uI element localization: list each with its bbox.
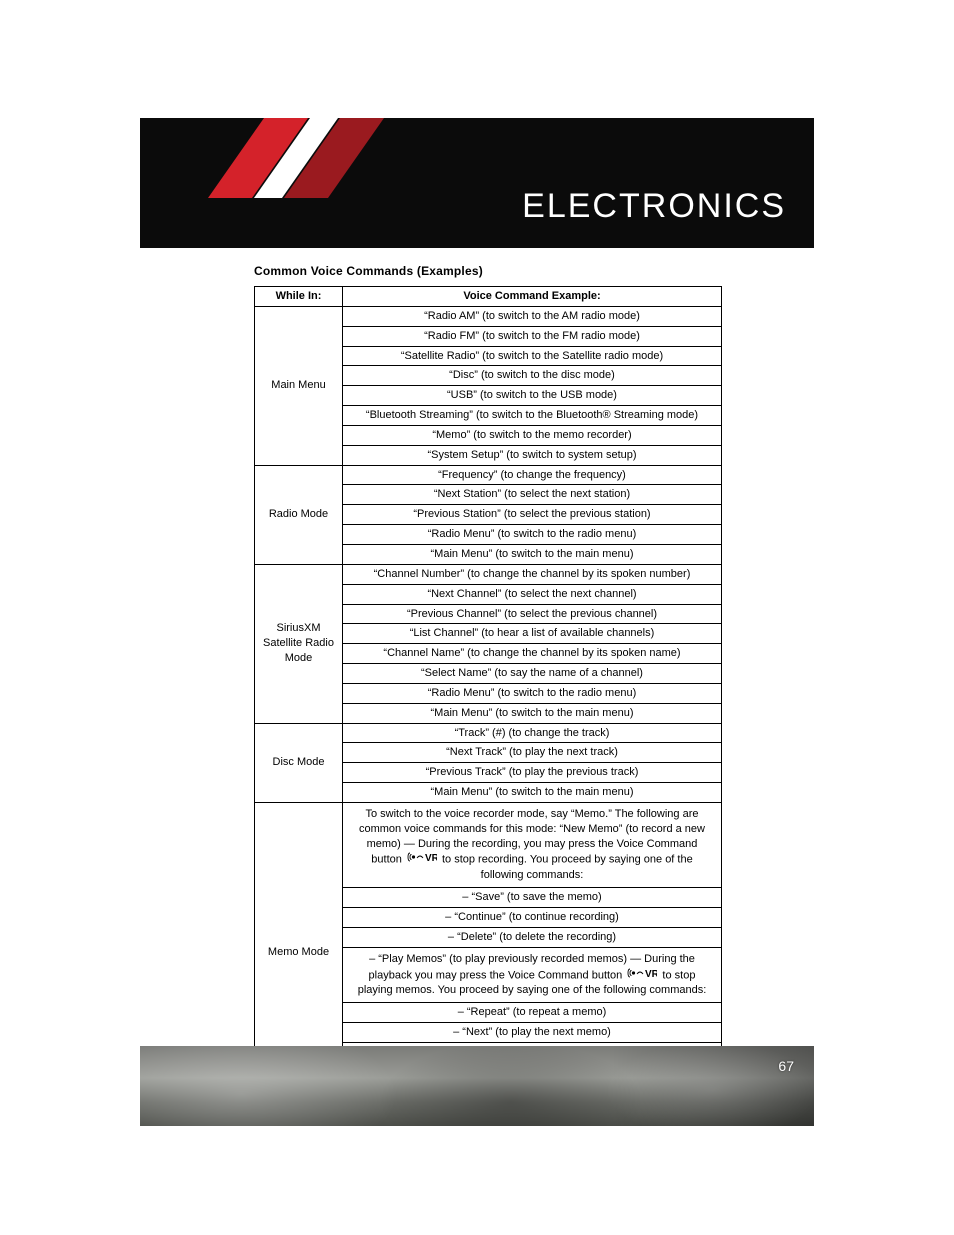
page-number: 67 [778,1058,794,1074]
command-cell: “Frequency” (to change the frequency) [343,465,722,485]
command-cell: “Radio Menu” (to switch to the radio men… [343,525,722,545]
mode-cell: Main Menu [255,306,343,465]
svg-text:VR: VR [645,969,657,979]
command-cell: “Main Menu” (to switch to the main menu) [343,783,722,803]
stripe-white [254,118,366,198]
command-cell: “Track” (#) (to change the track) [343,723,722,743]
vr-icon: VR [627,967,657,984]
command-cell: “Radio AM” (to switch to the AM radio mo… [343,306,722,326]
command-cell: “System Setup” (to switch to system setu… [343,445,722,465]
header-banner: ELECTRONICS [140,118,814,248]
command-cell: To switch to the voice recorder mode, sa… [343,802,722,887]
section-heading: Common Voice Commands (Examples) [254,264,722,278]
command-cell: “Main Menu” (to switch to the main menu) [343,544,722,564]
command-cell: “Next Station” (to select the next stati… [343,485,722,505]
command-cell: “Bluetooth Streaming” (to switch to the … [343,406,722,426]
command-cell: “Previous Track” (to play the previous t… [343,763,722,783]
command-cell: “Memo” (to switch to the memo recorder) [343,425,722,445]
footer-photo-band: 67 [140,1046,814,1126]
command-cell: “Previous Channel” (to select the previo… [343,604,722,624]
command-cell: “Previous Station” (to select the previo… [343,505,722,525]
table-row: Disc Mode“Track” (#) (to change the trac… [255,723,722,743]
command-cell: “USB” (to switch to the USB mode) [343,386,722,406]
command-cell: “Satellite Radio” (to switch to the Sate… [343,346,722,366]
command-cell: – “Delete” (to delete the recording) [343,927,722,947]
command-cell: “Next Track” (to play the next track) [343,743,722,763]
table-header-row: While In: Voice Command Example: [255,287,722,307]
command-cell: “Disc” (to switch to the disc mode) [343,366,722,386]
voice-commands-table: While In: Voice Command Example: Main Me… [254,286,722,1102]
table-row: Radio Mode“Frequency” (to change the fre… [255,465,722,485]
command-cell: “List Channel” (to hear a list of availa… [343,624,722,644]
logo-stripes [250,118,430,248]
command-cell: – “Play Memos” (to play previously recor… [343,947,722,1003]
page: ELECTRONICS Common Voice Commands (Examp… [0,0,954,1235]
banner-title: ELECTRONICS [522,187,786,226]
command-cell: – “Continue” (to continue recording) [343,908,722,928]
content-area: Common Voice Commands (Examples) While I… [254,264,722,1102]
command-cell: “Radio FM” (to switch to the FM radio mo… [343,326,722,346]
mode-cell: Disc Mode [255,723,343,802]
table-row: Memo ModeTo switch to the voice recorder… [255,802,722,887]
svg-text:VR: VR [425,853,437,863]
stripe-dark-red [284,118,412,198]
table-row: Main Menu“Radio AM” (to switch to the AM… [255,306,722,326]
command-cell: “Next Channel” (to select the next chann… [343,584,722,604]
table-header-col2: Voice Command Example: [343,287,722,307]
stripe-red [208,118,336,198]
command-cell: – “Save” (to save the memo) [343,888,722,908]
mode-cell: SiriusXM Satellite Radio Mode [255,564,343,723]
command-cell: “Select Name” (to say the name of a chan… [343,664,722,684]
command-cell: – “Repeat” (to repeat a memo) [343,1003,722,1023]
command-cell: “Channel Name” (to change the channel by… [343,644,722,664]
command-cell: “Radio Menu” (to switch to the radio men… [343,683,722,703]
command-cell: – “Next” (to play the next memo) [343,1023,722,1043]
table-header-col1: While In: [255,287,343,307]
command-cell: “Channel Number” (to change the channel … [343,564,722,584]
table-row: SiriusXM Satellite Radio Mode“Channel Nu… [255,564,722,584]
vr-icon: VR [407,851,437,868]
mode-cell: Radio Mode [255,465,343,564]
command-cell: “Main Menu” (to switch to the main menu) [343,703,722,723]
